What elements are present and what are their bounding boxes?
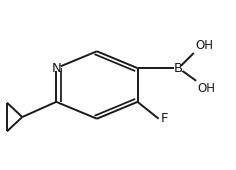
Text: OH: OH (195, 39, 213, 52)
Text: F: F (161, 112, 169, 125)
Text: N: N (51, 62, 61, 75)
Bar (51, 66, 61, 71)
Bar (174, 66, 183, 71)
Text: B: B (174, 62, 183, 75)
Text: OH: OH (197, 82, 215, 95)
